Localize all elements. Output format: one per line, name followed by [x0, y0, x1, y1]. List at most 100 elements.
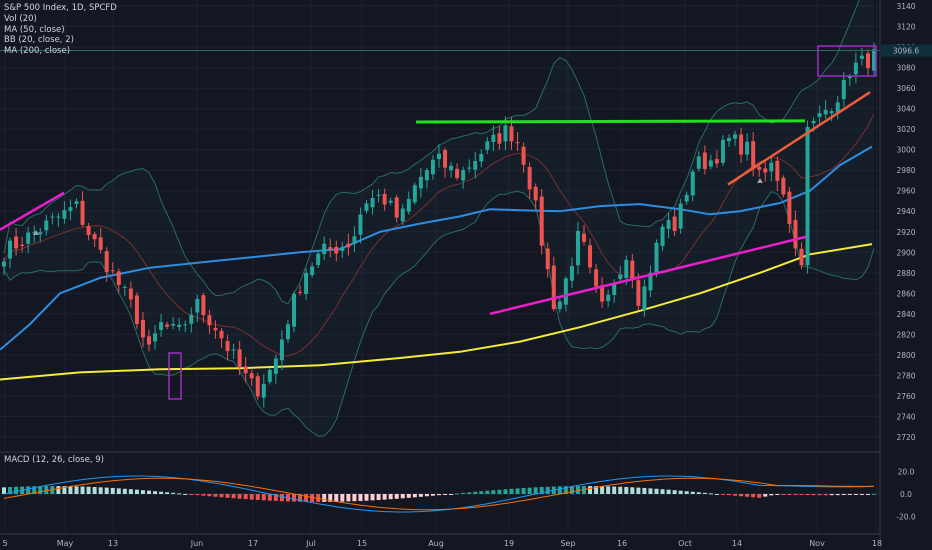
candle-body	[207, 315, 212, 326]
candle-body	[757, 166, 762, 170]
candle-body	[2, 261, 6, 267]
macd-histogram-bar	[292, 494, 296, 502]
candle-body	[68, 207, 73, 211]
resistance-line	[415, 119, 806, 124]
candle-body	[569, 266, 574, 281]
candle-body	[612, 283, 617, 295]
legend-bb[interactable]: BB (20, close, 2)	[4, 35, 74, 46]
time-tick-label: 18	[872, 539, 882, 548]
macd-histogram-bar	[479, 491, 484, 494]
time-tick-label: 13	[108, 539, 118, 548]
candle-body	[847, 76, 852, 79]
macd-histogram-bar	[38, 486, 43, 494]
macd-histogram-bar	[835, 494, 840, 496]
candle-body	[642, 286, 647, 310]
macd-histogram-bar	[86, 486, 91, 494]
candle	[104, 247, 109, 282]
macd-histogram-bar	[702, 492, 707, 494]
macd-histogram-bar	[745, 494, 750, 497]
trendlines[interactable]	[0, 45, 877, 400]
macd-histogram-bar	[430, 494, 435, 496]
candle	[461, 166, 466, 189]
candle-body	[859, 55, 864, 59]
candle	[80, 191, 85, 227]
macd-histogram-bar	[763, 494, 768, 497]
candle	[563, 276, 568, 312]
macd-histogram-bar	[793, 494, 798, 495]
macd-axis: 20.0 0.0 -20.0	[896, 468, 916, 522]
candle	[745, 133, 750, 161]
candle-body	[189, 314, 194, 324]
price-tick-label: 2840	[896, 310, 915, 319]
axis-background	[880, 0, 932, 550]
candle	[44, 214, 49, 236]
macd-histogram-bar	[201, 494, 206, 496]
time-axis[interactable]: 5 May 13 Jun 17 Jul 15 Aug 19 Sep 16 Oct 14 Nov 18	[0, 535, 882, 550]
candle-body	[219, 330, 224, 339]
macd-histogram-bar	[539, 487, 544, 494]
macd-histogram-bar	[134, 489, 139, 494]
candle-body	[237, 349, 242, 367]
macd-histogram-bar	[497, 489, 502, 494]
candle	[201, 292, 206, 323]
candle-body	[696, 156, 701, 169]
candle-body	[412, 185, 417, 203]
trendline-may	[0, 191, 65, 231]
macd-histogram-bar	[26, 486, 31, 494]
candle	[437, 144, 441, 168]
legend-ma200[interactable]: MA (200, close)	[4, 46, 71, 57]
price-tick-label: 3040	[896, 105, 915, 114]
price-tick-label: 3080	[896, 64, 915, 73]
marker	[757, 178, 763, 183]
symbol-title[interactable]: S&P 500 Index, 1D, SPCFD	[4, 3, 117, 13]
macd-histogram-bar	[310, 494, 315, 502]
candle-body	[781, 177, 786, 195]
time-tick-label: 19	[504, 539, 514, 548]
candle	[708, 154, 713, 170]
candle	[147, 329, 151, 352]
macd-histogram-bar	[503, 489, 508, 494]
price-tick-label: 2780	[896, 371, 915, 380]
macd-histogram-bar	[666, 489, 671, 494]
candle	[74, 198, 79, 209]
macd-histogram-bar	[449, 494, 454, 495]
candle	[515, 132, 520, 151]
candle	[678, 198, 683, 234]
legend-vol[interactable]: Vol (20)	[4, 13, 37, 24]
macd-histogram-bar	[44, 486, 49, 494]
price-tick-label: 3120	[896, 23, 915, 32]
macd-histogram-bar	[811, 494, 816, 496]
macd-legend[interactable]: MACD (12, 26, close, 9)	[4, 455, 104, 465]
macd-histogram-bar	[461, 492, 466, 494]
macd-histogram-bar	[865, 494, 870, 495]
price-tick-label: 2760	[896, 392, 915, 401]
bb-lower	[3, 190, 875, 437]
candle-body	[400, 208, 405, 222]
macd-histogram-bar	[660, 489, 665, 494]
price-axis[interactable]: 2720 2740 2760 2780 2800 2820 2840 2860 2880 2900…	[879, 0, 932, 550]
price-tick-label: 3020	[896, 125, 915, 134]
time-tick-label: Oct	[678, 539, 692, 548]
candle	[491, 125, 496, 152]
candle	[189, 307, 194, 333]
macd-histogram-bar	[588, 486, 593, 494]
macd-histogram-bar	[2, 487, 6, 494]
candle-body	[509, 126, 514, 142]
macd-histogram-bar	[267, 494, 272, 501]
macd-histogram-bar	[110, 487, 115, 494]
macd-histogram-bar	[847, 494, 852, 495]
candle	[551, 256, 556, 312]
candle	[727, 134, 731, 147]
candle-body	[267, 369, 272, 382]
macd-histogram-bar	[122, 488, 127, 494]
signal-line	[3, 477, 874, 511]
candle-body	[672, 216, 677, 231]
candle	[557, 297, 562, 313]
macd-histogram-bar	[418, 494, 423, 497]
macd-histogram-bar	[255, 494, 260, 500]
candle-body	[110, 270, 115, 272]
candle-body	[727, 138, 731, 142]
macd-histogram-bar	[370, 494, 375, 501]
legend-ma50[interactable]: MA (50, close)	[4, 24, 65, 35]
